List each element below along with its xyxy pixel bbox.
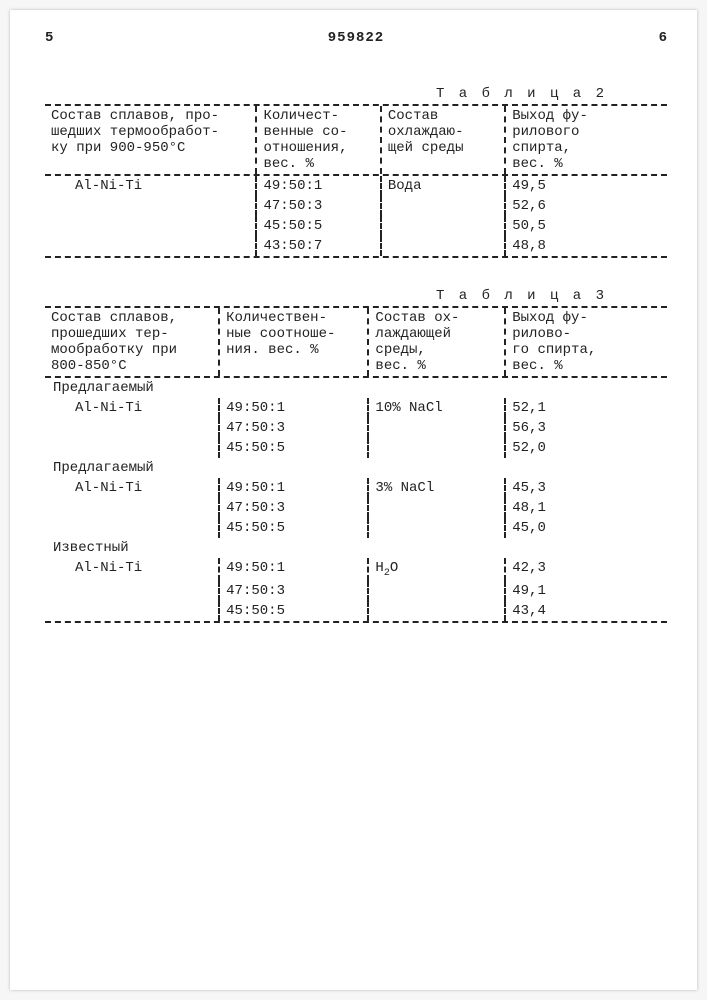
t3-ratio: 45:50:5 [219, 518, 368, 538]
t2-ratio: 45:50:5 [256, 216, 380, 236]
t2-yield: 48,8 [505, 236, 667, 256]
page-num-left: 5 [45, 30, 53, 46]
t3-ratio: 45:50:5 [219, 601, 368, 621]
page-header: 5 959822 6 [45, 30, 667, 46]
t3-section-label: Известный [45, 538, 667, 558]
t2-yield: 50,5 [505, 216, 667, 236]
t2-ratio: 49:50:1 [256, 176, 380, 196]
page: 5 959822 6 Т а б л и ц а 2 Состав сплаво… [10, 10, 697, 990]
table3: Состав сплавов,прошедших тер-мообработку… [45, 306, 667, 623]
t2-col1-header: Состав сплавов, про-шедших термообработ-… [45, 106, 256, 174]
t3-section-label: Предлагаемый [45, 458, 667, 478]
t3-medium [368, 498, 505, 518]
t2-alloy: Al-Ni-Ti [45, 176, 256, 196]
t3-section-label: Предлагаемый [45, 378, 667, 398]
t2-ratio: 47:50:3 [256, 196, 380, 216]
t3-col3-header: Состав ох-лаждающейсреды,вес. % [368, 308, 505, 376]
t3-ratio: 47:50:3 [219, 418, 368, 438]
t3-ratio: 49:50:1 [219, 558, 368, 581]
t3-yield: 56,3 [505, 418, 667, 438]
t2-col2-header: Количест-венные со-отношения,вес. % [256, 106, 380, 174]
t3-medium: 3% NaCl [368, 478, 505, 498]
t2-medium: Вода [381, 176, 505, 196]
t3-yield: 52,0 [505, 438, 667, 458]
t3-col2-header: Количествен-ные соотноше-ния. вес. % [219, 308, 368, 376]
t3-ratio: 45:50:5 [219, 438, 368, 458]
t3-medium: 10% NaCl [368, 398, 505, 418]
t3-alloy: Al-Ni-Ti [45, 558, 219, 581]
t3-medium [368, 438, 505, 458]
t2-col4-header: Выход фу-риловогоспирта,вес. % [505, 106, 667, 174]
t3-col1-header: Состав сплавов,прошедших тер-мообработку… [45, 308, 219, 376]
t2-col3-header: Составохлаждаю-щей среды [381, 106, 505, 174]
t3-yield: 42,3 [505, 558, 667, 581]
t3-col4-header: Выход фу-рилово-го спирта,вес. % [505, 308, 667, 376]
t3-yield: 43,4 [505, 601, 667, 621]
t3-yield: 49,1 [505, 581, 667, 601]
t3-yield: 52,1 [505, 398, 667, 418]
t3-yield: 45,0 [505, 518, 667, 538]
t3-ratio: 47:50:3 [219, 581, 368, 601]
t3-alloy: Al-Ni-Ti [45, 398, 219, 418]
table2: Состав сплавов, про-шедших термообработ-… [45, 104, 667, 258]
t3-ratio: 47:50:3 [219, 498, 368, 518]
page-num-right: 6 [659, 30, 667, 46]
t2-ratio: 43:50:7 [256, 236, 380, 256]
t3-alloy: Al-Ni-Ti [45, 478, 219, 498]
t3-medium [368, 581, 505, 601]
t3-medium [368, 518, 505, 538]
t3-yield: 48,1 [505, 498, 667, 518]
table2-title: Т а б л и ц а 2 [45, 86, 667, 102]
t3-medium [368, 601, 505, 621]
table3-title: Т а б л и ц а 3 [45, 288, 667, 304]
t2-yield: 52,6 [505, 196, 667, 216]
t3-medium [368, 418, 505, 438]
doc-number: 959822 [328, 30, 384, 46]
t3-medium: H2O [368, 558, 505, 581]
t3-ratio: 49:50:1 [219, 478, 368, 498]
t3-ratio: 49:50:1 [219, 398, 368, 418]
t2-yield: 49,5 [505, 176, 667, 196]
t3-yield: 45,3 [505, 478, 667, 498]
